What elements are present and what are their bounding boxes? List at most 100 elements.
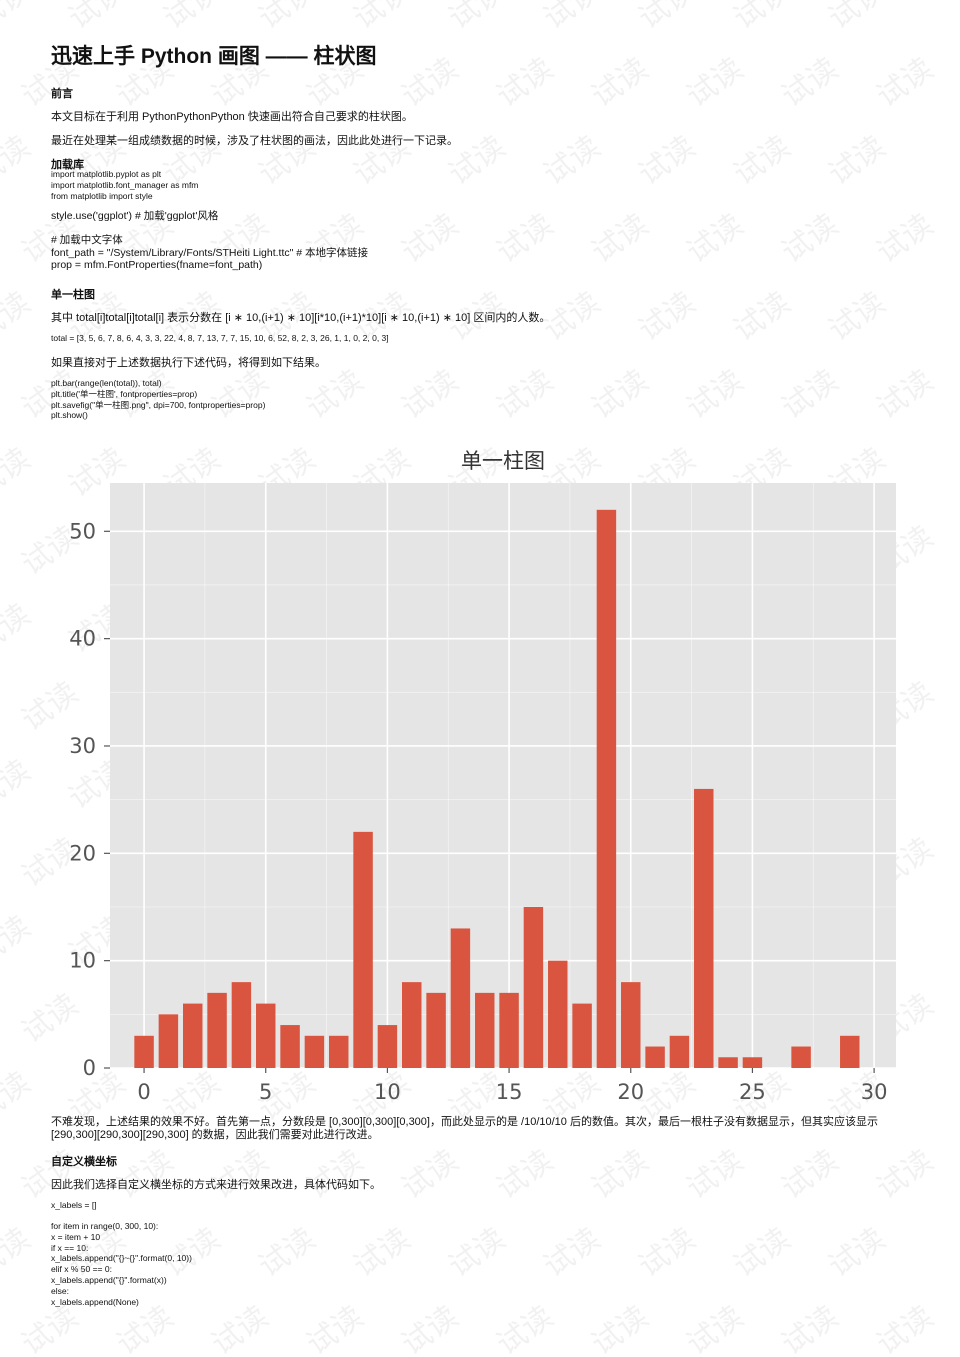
watermark-text: 试读 xyxy=(0,129,37,193)
bar xyxy=(669,1035,690,1068)
watermark-text: 试读 xyxy=(205,1299,275,1357)
watermark-text: 试读 xyxy=(727,285,797,349)
code-line: x_labels.append("{}".format(x)) xyxy=(51,1274,167,1285)
watermark-text: 试读 xyxy=(395,1143,465,1207)
watermark-text: 试读 xyxy=(775,1143,845,1207)
font-code-block: # 加载中文字体 font_path = "/System/Library/Fo… xyxy=(51,234,368,272)
chart-title: 单一柱图 xyxy=(461,449,545,473)
preface-paragraph-1: 本文目标在于利用 PythonPythonPython 快速画出符合自己要求的柱… xyxy=(51,111,413,123)
bars xyxy=(134,509,860,1069)
y-tick-label: 0 xyxy=(83,1056,96,1080)
bar xyxy=(402,982,422,1068)
watermark-text: 试读 xyxy=(727,1221,797,1285)
grid-lines xyxy=(110,483,896,1069)
watermark-text: 试读 xyxy=(585,207,655,271)
bar xyxy=(450,928,471,1068)
watermark-text: 试读 xyxy=(252,0,322,37)
load-code-block: import matplotlib.pyplot as plt import m… xyxy=(51,169,198,201)
watermark-text: 试读 xyxy=(205,1143,275,1207)
watermark-text: 试读 xyxy=(347,0,417,37)
x-tick-label: 15 xyxy=(496,1080,523,1104)
bar xyxy=(499,992,519,1068)
bar xyxy=(523,906,544,1068)
y-tick-label: 30 xyxy=(69,734,96,758)
watermark-text: 试读 xyxy=(490,207,560,271)
bar xyxy=(256,1003,276,1068)
code-line: if x == 10: xyxy=(51,1242,89,1253)
watermark-text: 试读 xyxy=(300,1143,370,1207)
watermark-text: 试读 xyxy=(490,363,560,427)
watermark-text: 试读 xyxy=(775,207,845,271)
bar xyxy=(134,1035,154,1068)
watermark-text: 试读 xyxy=(395,51,465,115)
watermark-text: 试读 xyxy=(0,909,37,973)
watermark-text: 试读 xyxy=(537,1221,607,1285)
bar xyxy=(621,982,641,1068)
watermark-text: 试读 xyxy=(870,363,940,427)
style-code-line: style.use('ggplot') # 加载'ggplot'风格 xyxy=(51,210,219,222)
watermark-text: 试读 xyxy=(157,0,227,37)
watermark-text: 试读 xyxy=(0,285,37,349)
watermark-text: 试读 xyxy=(775,51,845,115)
watermark-text: 试读 xyxy=(0,441,37,505)
x-tick-label: 20 xyxy=(617,1080,644,1104)
watermark-text: 试读 xyxy=(347,1221,417,1285)
watermark-text: 试读 xyxy=(632,285,702,349)
watermark-text: 试读 xyxy=(0,597,37,661)
watermark-text: 试读 xyxy=(537,129,607,193)
bar xyxy=(645,1046,665,1068)
watermark-text: 试读 xyxy=(632,1221,702,1285)
watermark-text: 试读 xyxy=(870,207,940,271)
watermark-text: 试读 xyxy=(822,1221,892,1285)
watermark-text: 试读 xyxy=(110,1143,180,1207)
watermark-text: 试读 xyxy=(822,285,892,349)
watermark-text: 试读 xyxy=(490,51,560,115)
watermark-text: 试读 xyxy=(395,207,465,271)
x-tick-label: 30 xyxy=(861,1080,888,1104)
watermark-text: 试读 xyxy=(585,1143,655,1207)
watermark-text: 试读 xyxy=(680,1299,750,1357)
x-tick-label: 0 xyxy=(137,1080,150,1104)
bar xyxy=(596,509,617,1069)
bar xyxy=(231,982,252,1068)
watermark-text: 试读 xyxy=(775,363,845,427)
bar xyxy=(718,1057,738,1068)
code-line: plt.bar(range(len(total)), total) xyxy=(51,378,162,388)
code-line: for item in range(0, 300, 10): xyxy=(51,1221,159,1231)
watermark-text: 试读 xyxy=(585,363,655,427)
code-line: # 加载中文字体 xyxy=(51,234,123,246)
watermark-text: 试读 xyxy=(585,51,655,115)
preface-paragraph-2: 最近在处理某一组成绩数据的时候，涉及了柱状图的画法，因此此处进行一下记录。 xyxy=(51,135,458,147)
watermark-text: 试读 xyxy=(822,0,892,37)
bar xyxy=(426,992,446,1068)
single-bar-heading: 单一柱图 xyxy=(51,289,95,301)
watermark-text: 试读 xyxy=(15,1143,85,1207)
bar xyxy=(548,960,568,1068)
custom-code-block-a: x_labels = [] xyxy=(51,1200,97,1211)
y-tick-label: 20 xyxy=(69,841,96,865)
after-chart-paragraph: 不难发现，上述结果的效果不好。首先第一点，分数段是 [0,300][0,300]… xyxy=(51,1116,878,1141)
code-line: x_labels.append(None) xyxy=(51,1296,139,1307)
y-tick-label: 50 xyxy=(69,519,96,543)
watermark-text: 试读 xyxy=(395,363,465,427)
custom-axis-heading: 自定义横坐标 xyxy=(51,1156,117,1168)
watermark-text: 试读 xyxy=(632,0,702,37)
y-tick-label: 10 xyxy=(69,949,96,973)
custom-code-block-b: for item in range(0, 300, 10): x = item … xyxy=(51,1221,192,1307)
bar xyxy=(329,1035,349,1068)
watermark-text: 试读 xyxy=(680,51,750,115)
bar xyxy=(304,1035,325,1068)
watermark-text: 试读 xyxy=(680,363,750,427)
load-heading: 加载库 xyxy=(51,159,84,171)
bar xyxy=(840,1035,860,1068)
single-bar-paragraph-2: 如果直接对于上述数据执行下述代码，将得到如下结果。 xyxy=(51,357,326,369)
bar xyxy=(280,1025,300,1068)
code-line: from matplotlib import style xyxy=(51,190,153,201)
x-tick-label: 25 xyxy=(739,1080,766,1104)
single-bar-paragraph: 其中 total[i]total[i]total[i] 表示分数在 [i ∗ 1… xyxy=(51,312,551,324)
watermark-text: 试读 xyxy=(680,207,750,271)
bar xyxy=(572,1003,592,1068)
watermark-text: 试读 xyxy=(490,1299,560,1357)
bar xyxy=(475,992,495,1068)
code-line: x_labels.append("{}~{}".format(0, 10)) xyxy=(51,1253,192,1264)
